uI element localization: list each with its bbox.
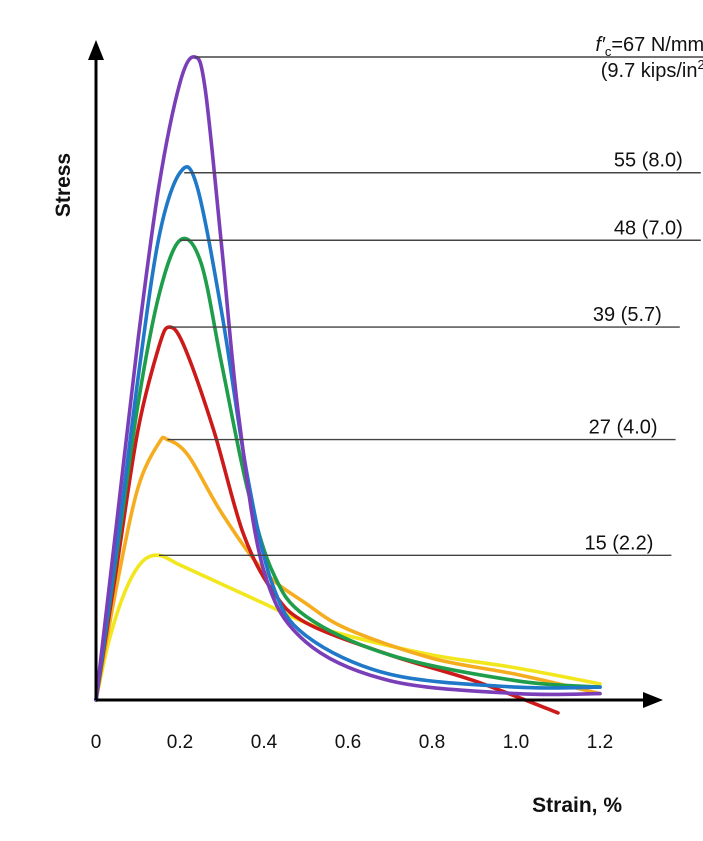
x-tick-labels: 0 0.2 0.4 0.6 0.8 1.0 1.2: [91, 732, 614, 753]
peak-annotation-labels: f′c=67 N/mm2(9.7 kips/in2) 55 (8.0) 48 (7.…: [584, 31, 703, 554]
series-curve-0: [94, 55, 602, 702]
y-axis-title: Stress: [52, 153, 75, 217]
peak-annotation-lines: [159, 56, 703, 557]
series-curve-2: [94, 236, 602, 702]
label-f: f′: [596, 34, 607, 56]
series-curves: [94, 55, 602, 715]
label-eq: =67 N/mm: [611, 34, 703, 56]
series-curve-1: [94, 165, 602, 702]
x-tick-label: 1.0: [503, 732, 529, 753]
x-tick-label: 0.6: [335, 732, 361, 753]
series-curve-4: [94, 435, 602, 702]
y-axis-arrowhead: [88, 40, 104, 60]
label2-sup: 2: [697, 57, 703, 72]
peak-label-2: 48 (7.0): [614, 217, 683, 239]
x-axis-arrowhead: [643, 692, 663, 708]
x-tick-label: 0.4: [251, 732, 278, 753]
peak-label-0: f′c=67 N/mm2: [596, 31, 703, 59]
series-curve-5: [94, 553, 602, 702]
x-tick-label: 0.2: [167, 732, 193, 753]
peak-label-4: 27 (4.0): [589, 417, 658, 439]
x-axis-title: Strain, %: [532, 794, 622, 817]
peak-label-1: 55 (8.0): [614, 150, 683, 172]
peak-label-0-line2: (9.7 kips/in2): [601, 57, 703, 82]
peak-label-5: 15 (2.2): [584, 532, 653, 554]
x-tick-label: 0: [91, 732, 102, 753]
label2-main: (9.7 kips/in: [601, 60, 698, 82]
peak-label-3: 39 (5.7): [593, 304, 662, 326]
x-tick-label: 1.2: [587, 732, 613, 753]
x-tick-label: 0.8: [419, 732, 445, 753]
label-c: c: [605, 44, 612, 59]
